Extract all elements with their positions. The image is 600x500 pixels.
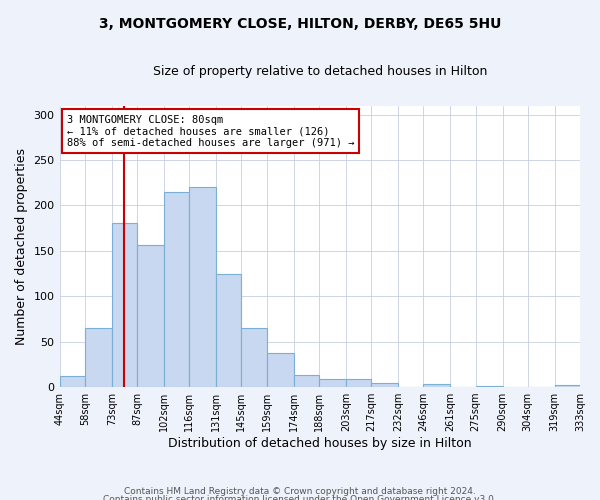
Bar: [137, 244, 164, 387]
Bar: [216, 274, 241, 387]
Bar: [476, 386, 503, 387]
Bar: [424, 384, 451, 387]
Title: Size of property relative to detached houses in Hilton: Size of property relative to detached ho…: [152, 65, 487, 78]
Text: 3 MONTGOMERY CLOSE: 80sqm
← 11% of detached houses are smaller (126)
88% of semi: 3 MONTGOMERY CLOSE: 80sqm ← 11% of detac…: [67, 114, 354, 148]
Text: 3, MONTGOMERY CLOSE, HILTON, DERBY, DE65 5HU: 3, MONTGOMERY CLOSE, HILTON, DERBY, DE65…: [99, 18, 501, 32]
Bar: [112, 222, 137, 387]
Bar: [164, 192, 189, 387]
Text: Contains HM Land Registry data © Crown copyright and database right 2024.: Contains HM Land Registry data © Crown c…: [124, 488, 476, 496]
Bar: [371, 384, 398, 387]
Y-axis label: Number of detached properties: Number of detached properties: [15, 148, 28, 345]
Bar: [85, 328, 112, 387]
Bar: [59, 376, 85, 387]
Bar: [555, 386, 580, 387]
Text: Contains public sector information licensed under the Open Government Licence v3: Contains public sector information licen…: [103, 495, 497, 500]
Bar: [241, 328, 266, 387]
Bar: [266, 354, 293, 387]
Bar: [346, 379, 371, 387]
Bar: [293, 376, 319, 387]
Bar: [189, 188, 216, 387]
X-axis label: Distribution of detached houses by size in Hilton: Distribution of detached houses by size …: [168, 437, 472, 450]
Bar: [319, 379, 346, 387]
